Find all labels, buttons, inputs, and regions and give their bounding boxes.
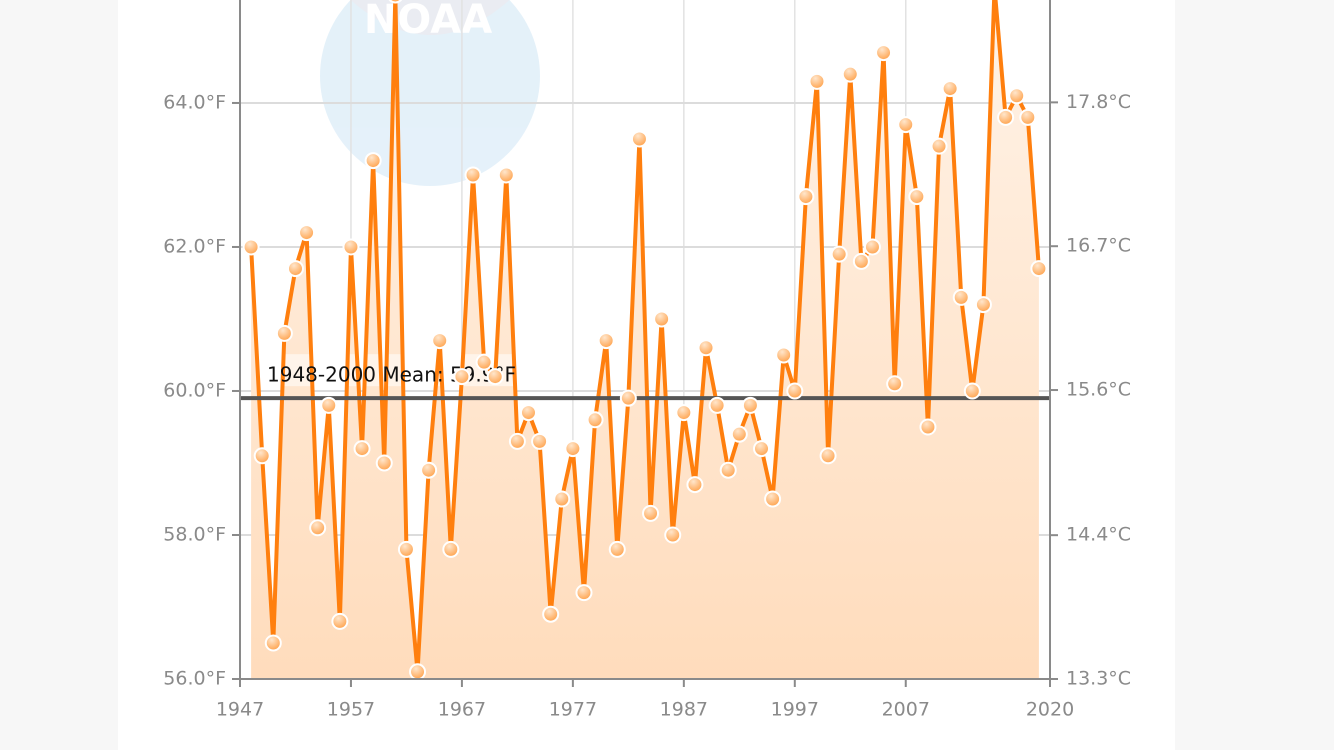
logo: NOAA (320, 0, 540, 186)
point (664, 526, 682, 544)
point (775, 346, 793, 364)
point (997, 108, 1015, 126)
point (730, 425, 748, 443)
y-tick-label: 62.0°F (163, 235, 226, 257)
point (608, 540, 626, 558)
point (863, 238, 881, 256)
point (952, 288, 970, 306)
mean-label: 1948-2000 Mean: 59.9°F (267, 363, 516, 387)
x-tick-label: 1987 (660, 699, 708, 721)
point (575, 584, 593, 602)
point (597, 332, 615, 350)
point (331, 612, 349, 630)
y-tick-label: 56.0°F (163, 668, 226, 690)
point (464, 166, 482, 184)
point (397, 540, 415, 558)
point (298, 224, 316, 242)
x-tick-label: 1957 (327, 699, 375, 721)
point (275, 324, 293, 342)
point (453, 368, 471, 386)
watermark: NOAA (364, 0, 492, 43)
point (253, 447, 271, 465)
y2-tick-label: 17.8°C (1066, 91, 1131, 113)
point (264, 634, 282, 652)
point (375, 454, 393, 472)
point (797, 188, 815, 206)
point (553, 490, 571, 508)
point (841, 65, 859, 83)
line (249, 0, 1041, 674)
point (442, 540, 460, 558)
point (753, 440, 771, 458)
point (764, 490, 782, 508)
x-tick-label: 1997 (771, 699, 819, 721)
point (542, 605, 560, 623)
point (808, 72, 826, 90)
point (830, 245, 848, 263)
point (963, 382, 981, 400)
y2-tick-label: 16.7°C (1066, 235, 1131, 257)
point (619, 389, 637, 407)
point (686, 476, 704, 494)
point (475, 353, 493, 371)
point (519, 404, 537, 422)
y2-tick-label: 14.4°C (1066, 524, 1131, 546)
y-tick-label: 58.0°F (163, 523, 226, 545)
point (897, 116, 915, 134)
point (420, 461, 438, 479)
point (564, 440, 582, 458)
point (1008, 87, 1026, 105)
point (653, 310, 671, 328)
point (697, 339, 715, 357)
point (786, 382, 804, 400)
point (508, 432, 526, 450)
point (974, 296, 992, 314)
point (941, 80, 959, 98)
point (409, 663, 427, 681)
y-tick-label: 64.0°F (163, 91, 226, 113)
point (586, 411, 604, 429)
point (819, 447, 837, 465)
y2-tick-label: 15.6°C (1066, 379, 1131, 401)
x-tick-label: 1977 (549, 699, 597, 721)
x-tick-label: 2007 (882, 699, 930, 721)
point (431, 332, 449, 350)
point (1019, 108, 1037, 126)
point (320, 396, 338, 414)
point (930, 137, 948, 155)
y-tick-label: 60.0°F (163, 379, 226, 401)
point (886, 375, 904, 393)
point (242, 238, 260, 256)
point (675, 404, 693, 422)
point (309, 519, 327, 537)
point (875, 44, 893, 62)
point (642, 504, 660, 522)
point (497, 166, 515, 184)
point (486, 368, 504, 386)
x-tick-label: 1967 (438, 699, 486, 721)
point (919, 418, 937, 436)
point (342, 238, 360, 256)
point (353, 440, 371, 458)
point (286, 260, 304, 278)
point (741, 396, 759, 414)
y2-tick-label: 13.3°C (1066, 668, 1131, 690)
point (388, 0, 403, 4)
point (531, 432, 549, 450)
point (719, 461, 737, 479)
point (852, 252, 870, 270)
point (908, 188, 926, 206)
point (1030, 260, 1048, 278)
point (708, 396, 726, 414)
x-tick-label: 1947 (216, 699, 264, 721)
x-tick-label: 2020 (1026, 699, 1074, 721)
point (364, 152, 382, 170)
point (630, 130, 648, 148)
